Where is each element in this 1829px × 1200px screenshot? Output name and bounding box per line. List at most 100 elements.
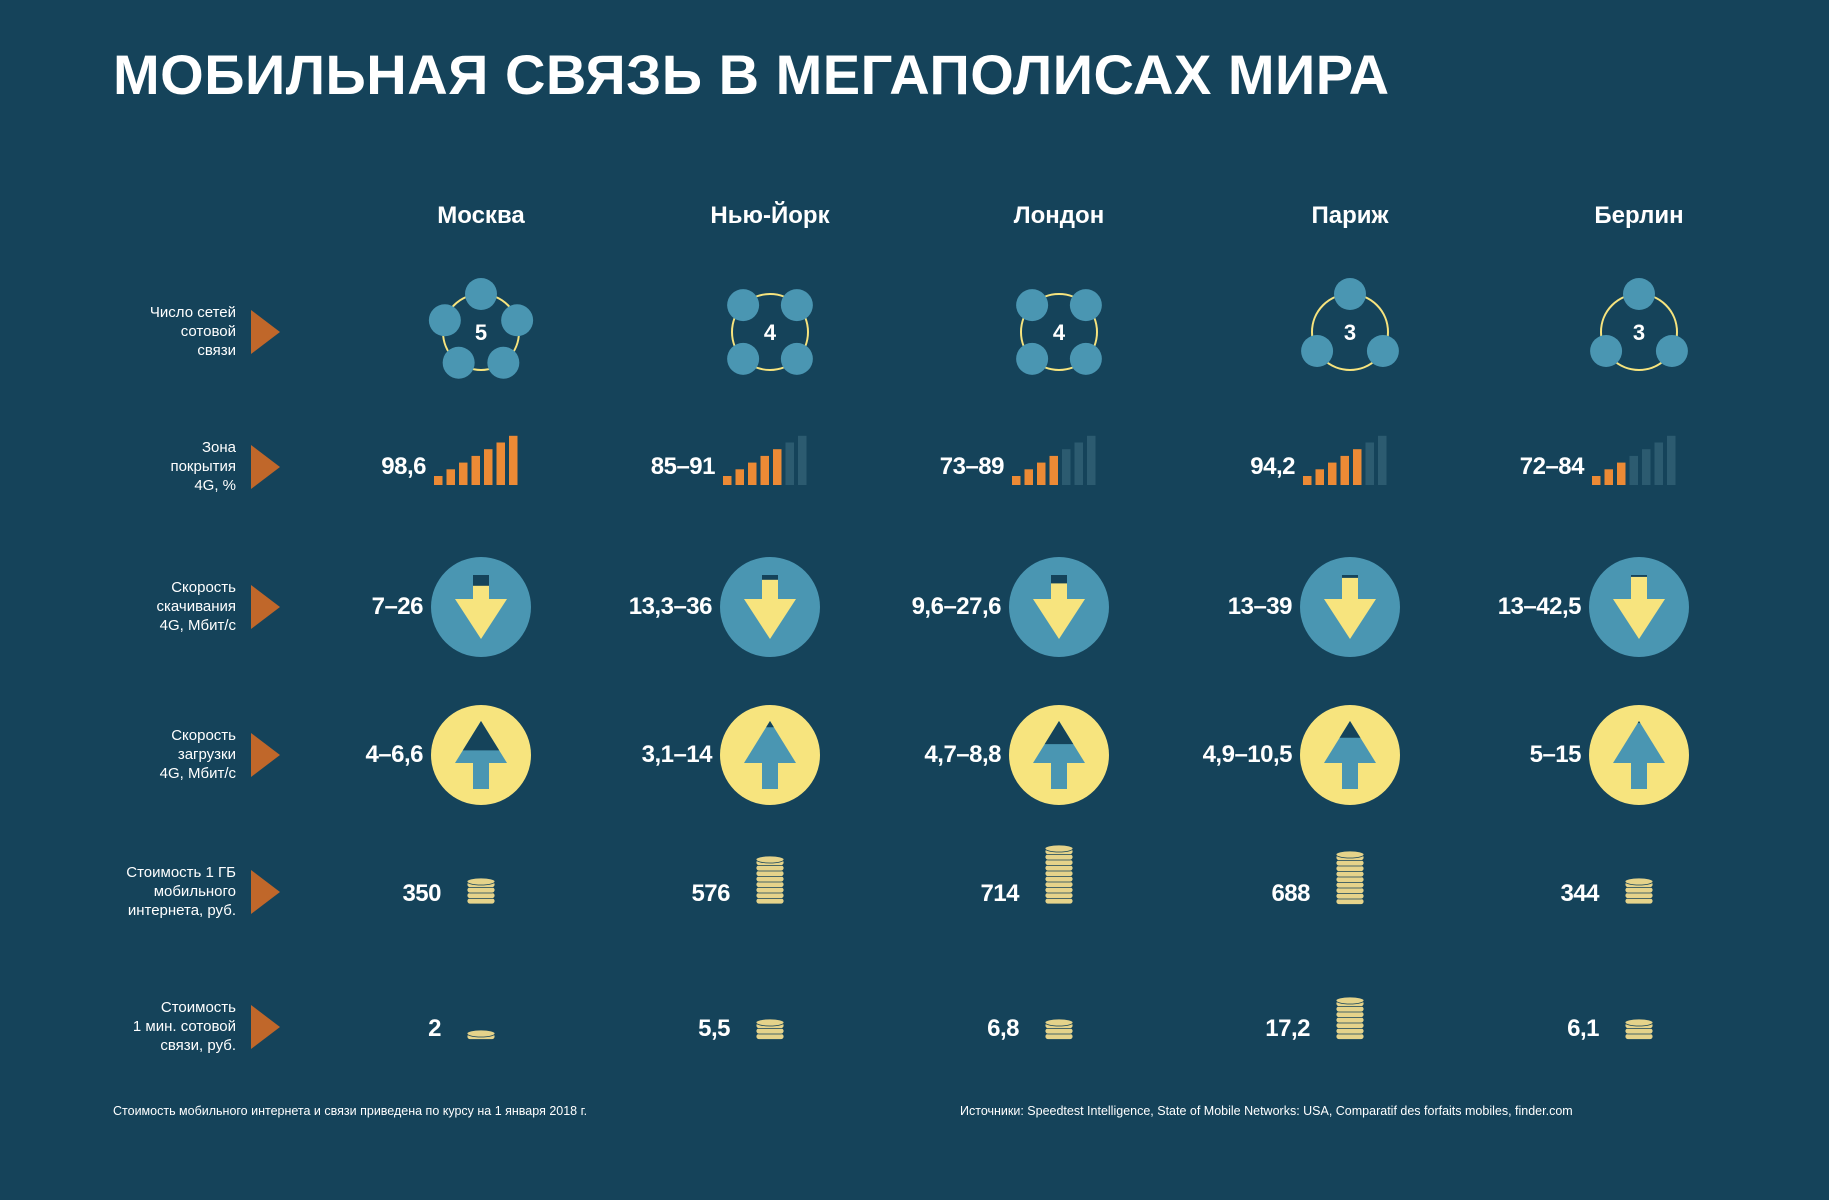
coin — [1335, 897, 1365, 905]
arrow-head — [455, 599, 507, 639]
coin — [1335, 864, 1365, 872]
city-header: Нью-Йорк — [710, 202, 830, 229]
signal-bar — [735, 469, 744, 485]
arrow-stem-fill — [1342, 577, 1358, 599]
page-title: МОБИЛЬНАЯ СВЯЗЬ В МЕГАПОЛИСАХ МИРА — [113, 43, 1390, 106]
row-label: Число сетей сотовой связи — [60, 303, 236, 360]
download-arrow-icon — [1009, 557, 1109, 657]
coin — [466, 886, 496, 894]
city-header: Лондон — [1013, 202, 1105, 229]
row-value: 13,3–36 — [628, 593, 713, 620]
coin-top — [466, 877, 496, 886]
upload-arrow-icon — [431, 705, 531, 805]
coin-top — [1044, 1018, 1074, 1026]
network-dot — [1016, 289, 1049, 322]
row-value: 6,8 — [987, 1015, 1019, 1042]
coin-top — [1044, 844, 1074, 853]
row-label-line: Скорость — [171, 727, 236, 744]
row-label-line: связи — [197, 342, 236, 359]
network-dot — [1301, 335, 1334, 367]
coin — [1044, 1027, 1074, 1034]
row-value: 5–15 — [1529, 741, 1582, 768]
coin — [1044, 875, 1074, 883]
networks-icon: 3 — [1301, 278, 1399, 371]
network-dot — [1366, 335, 1399, 367]
signal-bar — [1037, 462, 1046, 485]
download-arrow-icon — [1589, 557, 1689, 657]
signal-bar — [434, 476, 443, 485]
coin — [755, 870, 785, 877]
coin — [1335, 1005, 1365, 1012]
download-arrow-icon — [1300, 557, 1400, 657]
row-label-line: Число сетей — [149, 304, 236, 321]
row-value: 85–91 — [650, 453, 716, 480]
signal-bar — [1087, 435, 1096, 485]
row-value: 576 — [691, 880, 730, 907]
coin-top — [466, 1029, 496, 1037]
upload-arrow-icon — [1300, 705, 1400, 805]
signal-bar — [798, 435, 807, 485]
signal-bar — [1024, 469, 1033, 485]
upload-arrow-icon — [720, 705, 820, 805]
networks-icon: 4 — [727, 289, 813, 375]
signal-bar — [1604, 469, 1613, 485]
coin-top — [755, 1018, 785, 1026]
coin — [1335, 892, 1365, 899]
row-value: 4–6,6 — [365, 741, 423, 768]
arrow-head-unfilled — [1044, 721, 1074, 745]
coin-top — [1335, 850, 1365, 858]
networks-icon: 5 — [428, 278, 534, 379]
signal-strength-icon — [1592, 435, 1676, 485]
coin — [1335, 886, 1365, 894]
row-label-line: скачивания — [156, 598, 236, 615]
signal-strength-icon — [1012, 435, 1096, 485]
signal-bar — [459, 462, 468, 485]
coin — [1335, 881, 1365, 888]
arrow-head — [1324, 599, 1376, 639]
row-value: 94,2 — [1250, 453, 1295, 480]
coin — [1624, 1032, 1654, 1040]
coin — [1044, 870, 1074, 877]
row-value: 688 — [1271, 880, 1310, 907]
network-dot — [1069, 289, 1102, 322]
signal-bar — [1062, 449, 1071, 485]
arrow-stem — [473, 761, 489, 789]
coin — [1044, 1032, 1074, 1040]
network-dot — [501, 304, 534, 337]
row-label-line: 1 мин. сотовой — [132, 1018, 236, 1035]
upload-arrow-icon — [1009, 705, 1109, 805]
signal-bar — [1315, 469, 1324, 485]
coin — [755, 892, 785, 899]
signal-strength-icon — [1303, 435, 1387, 485]
signal-bar — [1049, 455, 1058, 485]
arrow-head — [744, 721, 796, 763]
row-label: Стоимость 1 ГБ мобильного интернета, руб. — [60, 863, 236, 920]
coin — [1044, 886, 1074, 894]
footer-note: Стоимость мобильного интернета и связи п… — [113, 1104, 588, 1118]
coin-stack-icon — [1624, 1018, 1654, 1040]
coin — [755, 881, 785, 888]
arrow-head — [744, 599, 796, 639]
row-label-line: 4G, % — [194, 477, 236, 494]
row-value: 344 — [1560, 880, 1599, 907]
network-ring — [731, 293, 809, 371]
row-label-line: покрытия — [170, 458, 236, 475]
signal-bar — [1340, 455, 1349, 485]
footer-sources: Источники: Speedtest Intelligence, State… — [960, 1104, 1573, 1118]
networks-count: 3 — [1633, 320, 1645, 345]
coin — [1335, 870, 1365, 877]
row-label: Стоимость 1 мин. сотовой связи, руб. — [60, 998, 236, 1055]
coin-stack-icon — [755, 855, 785, 905]
arrow-head — [1613, 721, 1665, 763]
row-marker-triangle-icon — [251, 585, 280, 629]
arrow-head-unfilled — [1637, 721, 1641, 724]
networks-icon: 3 — [1590, 278, 1688, 371]
coin-top — [755, 855, 785, 864]
network-dot — [465, 278, 497, 310]
row-label-line: загрузки — [177, 746, 236, 763]
signal-bar — [723, 476, 732, 485]
coin — [1335, 1027, 1365, 1034]
signal-bar — [1629, 455, 1638, 485]
signal-bar — [748, 462, 757, 485]
signal-bar — [1012, 476, 1021, 485]
